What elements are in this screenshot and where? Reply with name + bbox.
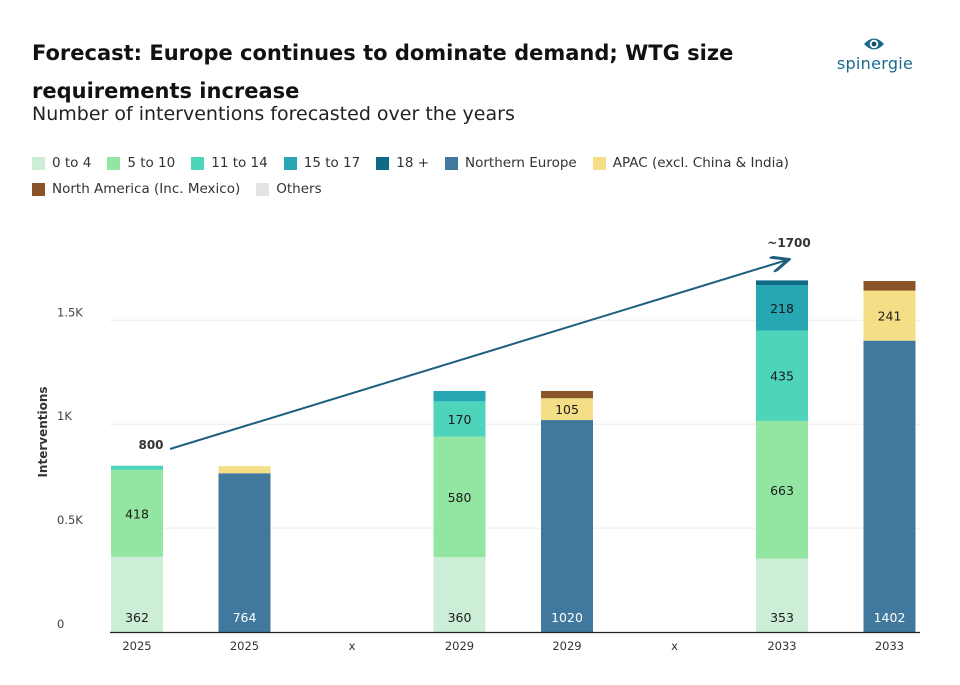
bar-segment: [111, 465, 163, 470]
legend-label: 5 to 10: [127, 155, 176, 171]
data-label: 105: [555, 402, 579, 417]
bar-segment: [863, 290, 916, 341]
legend-swatch: [32, 182, 45, 196]
legend-label: 18 +: [396, 155, 430, 171]
data-label: 663: [770, 483, 794, 498]
y-tick-label: 1K: [57, 409, 72, 423]
chart-legend: 0 to 4 5 to 10 11 to 14 15 to 17 18 + Norther…: [32, 150, 912, 202]
data-label: 418: [125, 506, 149, 521]
data-label: 435: [770, 369, 794, 384]
annotation-end: ~1700: [767, 236, 810, 250]
bar-segment: [756, 330, 808, 421]
y-tick-label: 0.5K: [57, 513, 83, 527]
bar-segment: [111, 556, 163, 632]
legend-item: Others: [256, 176, 322, 202]
legend-label: Others: [276, 181, 322, 197]
spinergie-logo: spinergie: [830, 36, 920, 82]
data-label: 360: [448, 610, 472, 625]
legend-item: North America (Inc. Mexico): [32, 176, 240, 202]
legend-swatch: [256, 182, 270, 196]
x-tick-label: 2029: [445, 639, 474, 653]
bar-segment: [756, 280, 808, 286]
legend-swatch: [283, 156, 297, 170]
legend-swatch: [376, 156, 390, 170]
legend-label: North America (Inc. Mexico): [52, 181, 241, 197]
data-label: 362: [125, 610, 149, 625]
legend-label: APAC (excl. China & India): [612, 155, 789, 171]
bar-segment: [433, 401, 486, 437]
x-tick-label: 2025: [230, 639, 259, 653]
x-tick-label: 2033: [767, 639, 796, 653]
chart-subtitle: Number of interventions forecasted over …: [32, 103, 515, 125]
bar-segment: [433, 390, 486, 402]
bar-segment: [756, 558, 808, 632]
legend-item: 5 to 10: [107, 150, 175, 176]
logo-wordmark: spinergie: [836, 54, 914, 73]
legend-swatch: [32, 156, 45, 170]
bar-segment: [541, 398, 593, 421]
bar-segment: [541, 420, 593, 632]
bar-segment: [863, 340, 916, 632]
bar-segment: [433, 557, 486, 632]
x-tick-label: x: [349, 639, 356, 653]
y-tick-label: 1.5K: [57, 305, 83, 319]
data-label: 170: [448, 412, 472, 427]
legend-swatch: [107, 156, 121, 170]
legend-label: 11 to 14: [211, 155, 268, 171]
legend-item: APAC (excl. China & India): [592, 150, 789, 176]
data-label: 241: [878, 309, 902, 324]
bar-segment: [863, 281, 916, 291]
legend-item: 18 +: [376, 150, 429, 176]
data-label: 1402: [874, 610, 906, 625]
y-axis-label: Interventions: [36, 386, 50, 477]
data-label: 1020: [551, 610, 583, 625]
legend-item: 15 to 17: [283, 150, 361, 176]
x-tick-label: x: [671, 639, 678, 653]
x-tick-label: 2033: [875, 639, 904, 653]
bar-segment: [218, 473, 271, 632]
x-tick-label: 2029: [552, 639, 581, 653]
legend-label: Northern Europe: [465, 155, 577, 171]
legend-label: 15 to 17: [303, 155, 361, 171]
data-label: 764: [233, 610, 257, 625]
data-label: 353: [770, 610, 794, 625]
bar-segment: [756, 420, 808, 559]
y-tick-label: 0: [57, 617, 64, 631]
data-label: 580: [448, 490, 472, 505]
bar-segment: [433, 436, 486, 558]
trend-arrow: [169, 260, 787, 450]
legend-swatch: [592, 156, 606, 170]
bar-segment: [218, 466, 271, 474]
eye-logo-icon: [864, 38, 884, 50]
data-label: 218: [770, 301, 794, 316]
bar-segment: [541, 390, 593, 399]
legend-item: 0 to 4: [32, 150, 91, 176]
chart-title: Forecast: Europe continues to dominate d…: [32, 41, 734, 103]
legend-label: 0 to 4: [52, 155, 92, 171]
bar-segment: [756, 285, 808, 331]
annotation-start: 800: [138, 438, 163, 452]
legend-swatch: [191, 156, 205, 170]
legend-swatch: [445, 156, 459, 170]
x-tick-label: 2025: [122, 639, 151, 653]
legend-item: Northern Europe: [445, 150, 577, 176]
legend-item: 11 to 14: [191, 150, 268, 176]
bar-segment: [111, 469, 163, 557]
